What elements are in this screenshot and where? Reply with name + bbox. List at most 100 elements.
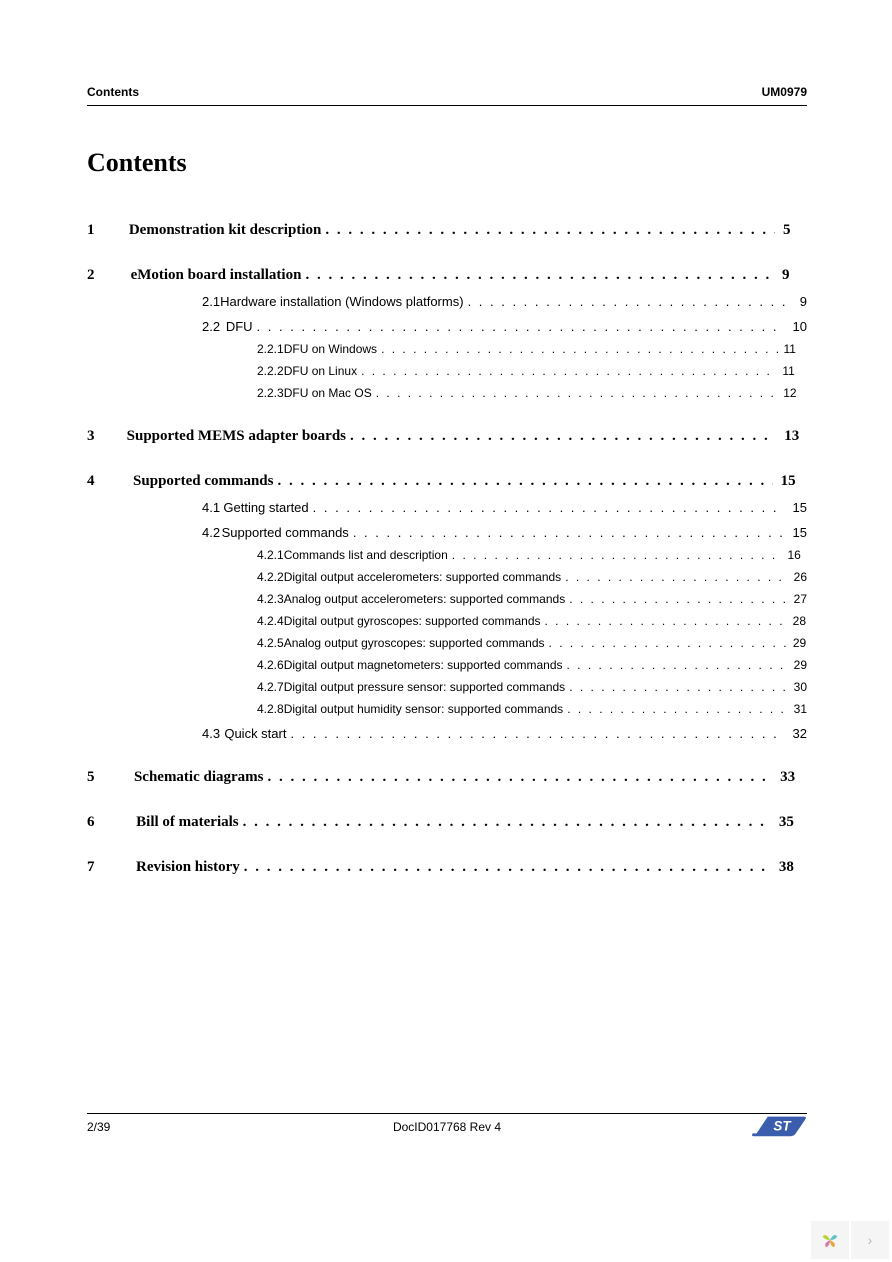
toc-entry-number: 2.2.2	[257, 364, 284, 378]
toc-entry[interactable]: 2.2.1DFU on Windows11	[87, 342, 807, 356]
corner-widget: ›	[811, 1221, 889, 1259]
toc-entry[interactable]: 2.1Hardware installation (Windows platfo…	[87, 294, 807, 309]
toc-leader-dots	[305, 267, 774, 284]
st-logo-icon: ST	[751, 1110, 807, 1143]
toc-leader-dots	[290, 726, 780, 741]
toc-entry-page: 13	[780, 428, 807, 445]
toc-entry-number: 2.2.3	[257, 386, 284, 400]
page-title: Contents	[87, 148, 807, 178]
toc-entry-text: DFU on Linux	[284, 364, 357, 378]
toc-entry-text: DFU	[226, 319, 253, 334]
toc-entry-text: Hardware installation (Windows platforms…	[220, 294, 463, 309]
toc-leader-dots	[243, 814, 771, 831]
toc-entry-text: Schematic diagrams	[134, 769, 264, 786]
flower-icon[interactable]	[811, 1221, 849, 1259]
toc-leader-dots	[452, 548, 782, 562]
toc-leader-dots	[549, 636, 787, 650]
svg-text:ST: ST	[773, 1119, 792, 1134]
page-header: Contents UM0979	[87, 85, 807, 106]
toc-entry-text: Demonstration kit description	[129, 222, 322, 239]
toc-entry-number: 2	[87, 267, 131, 284]
toc-entry-page: 27	[792, 592, 807, 606]
toc-entry[interactable]: 4.3Quick start32	[87, 726, 807, 741]
toc-entry-page: 31	[792, 702, 807, 716]
toc-entry-number: 3	[87, 428, 127, 445]
toc-entry-text: Digital output magnetometers: supported …	[284, 658, 563, 672]
toc-entry[interactable]: 4.2.7Digital output pressure sensor: sup…	[87, 680, 807, 694]
toc-leader-dots	[545, 614, 787, 628]
toc-entry[interactable]: 2.2DFU 10	[87, 319, 807, 334]
toc-leader-dots	[244, 859, 771, 876]
toc-leader-dots	[268, 769, 773, 786]
toc-entry-number: 4.2.1	[257, 548, 284, 562]
toc-entry-text: Digital output humidity sensor: supporte…	[284, 702, 563, 716]
toc-entry[interactable]: 4.1Getting started 15	[87, 500, 807, 515]
toc-entry[interactable]: 5Schematic diagrams 33	[87, 769, 807, 786]
toc-entry-number: 5	[87, 769, 134, 786]
toc-entry[interactable]: 4.2.2Digital output accelerometers: supp…	[87, 570, 807, 584]
toc-entry-text: Quick start	[224, 726, 286, 741]
toc-entry[interactable]: 2eMotion board installation 9	[87, 267, 807, 284]
toc-entry-page: 16	[785, 548, 807, 562]
toc-entry-text: Analog output accelerometers: supported …	[284, 592, 566, 606]
footer-doc-id: DocID017768 Rev 4	[87, 1120, 807, 1134]
toc-entry-text: Supported commands	[222, 525, 349, 540]
toc-entry-page: 9	[778, 267, 807, 284]
toc-entry[interactable]: 2.2.3DFU on Mac OS 12	[87, 386, 807, 400]
toc-entry[interactable]: 7Revision history38	[87, 859, 807, 876]
page-footer: 2/39 DocID017768 Rev 4 ST	[87, 1113, 807, 1134]
toc-entry-number: 4.2.6	[257, 658, 284, 672]
toc-entry-number: 2.2	[202, 319, 226, 334]
toc-leader-dots	[569, 680, 787, 694]
toc-entry-text: Supported commands	[133, 473, 273, 490]
toc-leader-dots	[376, 386, 777, 400]
chevron-right-icon[interactable]: ›	[851, 1221, 889, 1259]
header-left: Contents	[87, 85, 139, 99]
toc-leader-dots	[350, 428, 776, 445]
toc-entry-number: 4.2.2	[257, 570, 284, 584]
toc-entry-number: 4.2	[202, 525, 222, 540]
toc-entry[interactable]: 4.2.5Analog output gyroscopes: supported…	[87, 636, 807, 650]
toc-entry[interactable]: 2.2.2DFU on Linux11	[87, 364, 807, 378]
toc-entry[interactable]: 4.2.1Commands list and description 16	[87, 548, 807, 562]
toc-entry-page: 29	[791, 636, 807, 650]
toc-entry-text: Getting started	[223, 500, 308, 515]
toc-entry[interactable]: 4.2.8Digital output humidity sensor: sup…	[87, 702, 807, 716]
toc-entry-page: 10	[783, 319, 807, 334]
toc-entry[interactable]: 4.2Supported commands15	[87, 525, 807, 540]
toc-entry-page: 15	[777, 473, 807, 490]
toc-entry-text: eMotion board installation	[131, 267, 302, 284]
toc-entry[interactable]: 4.2.3Analog output accelerometers: suppo…	[87, 592, 807, 606]
toc-entry[interactable]: 6Bill of materials35	[87, 814, 807, 831]
toc-entry-number: 4	[87, 473, 133, 490]
toc-entry-text: Analog output gyroscopes: supported comm…	[284, 636, 545, 650]
toc-leader-dots	[567, 658, 788, 672]
toc-entry-page: 12	[781, 386, 807, 400]
toc-entry-text: DFU on Windows	[284, 342, 377, 356]
toc-entry-text: Commands list and description	[284, 548, 448, 562]
toc-entry-number: 1	[87, 222, 129, 239]
toc-entry-page: 15	[786, 500, 807, 515]
toc-leader-dots	[565, 570, 787, 584]
toc-entry-text: Revision history	[136, 859, 240, 876]
toc-entry-number: 4.2.3	[257, 592, 284, 606]
toc-entry-number: 4.2.5	[257, 636, 284, 650]
toc-entry-number: 4.2.4	[257, 614, 284, 628]
toc-entry[interactable]: 1Demonstration kit description5	[87, 222, 807, 239]
toc-entry-number: 4.1	[202, 500, 223, 515]
toc-leader-dots	[567, 702, 787, 716]
toc-entry[interactable]: 3Supported MEMS adapter boards13	[87, 428, 807, 445]
toc-entry-text: DFU on Mac OS	[284, 386, 372, 400]
toc-leader-dots	[278, 473, 773, 490]
toc-entry[interactable]: 4Supported commands 15	[87, 473, 807, 490]
toc-leader-dots	[325, 222, 775, 239]
toc-entry-page: 26	[792, 570, 807, 584]
toc-entry-page: 35	[775, 814, 807, 831]
toc-entry[interactable]: 4.2.6Digital output magnetometers: suppo…	[87, 658, 807, 672]
toc-entry[interactable]: 4.2.4Digital output gyroscopes: supporte…	[87, 614, 807, 628]
toc-leader-dots	[257, 319, 780, 334]
header-right: UM0979	[762, 85, 807, 99]
toc-entry-text: Digital output accelerometers: supported…	[284, 570, 561, 584]
toc-entry-page: 33	[776, 769, 807, 786]
toc-entry-text: Digital output pressure sensor: supporte…	[284, 680, 565, 694]
